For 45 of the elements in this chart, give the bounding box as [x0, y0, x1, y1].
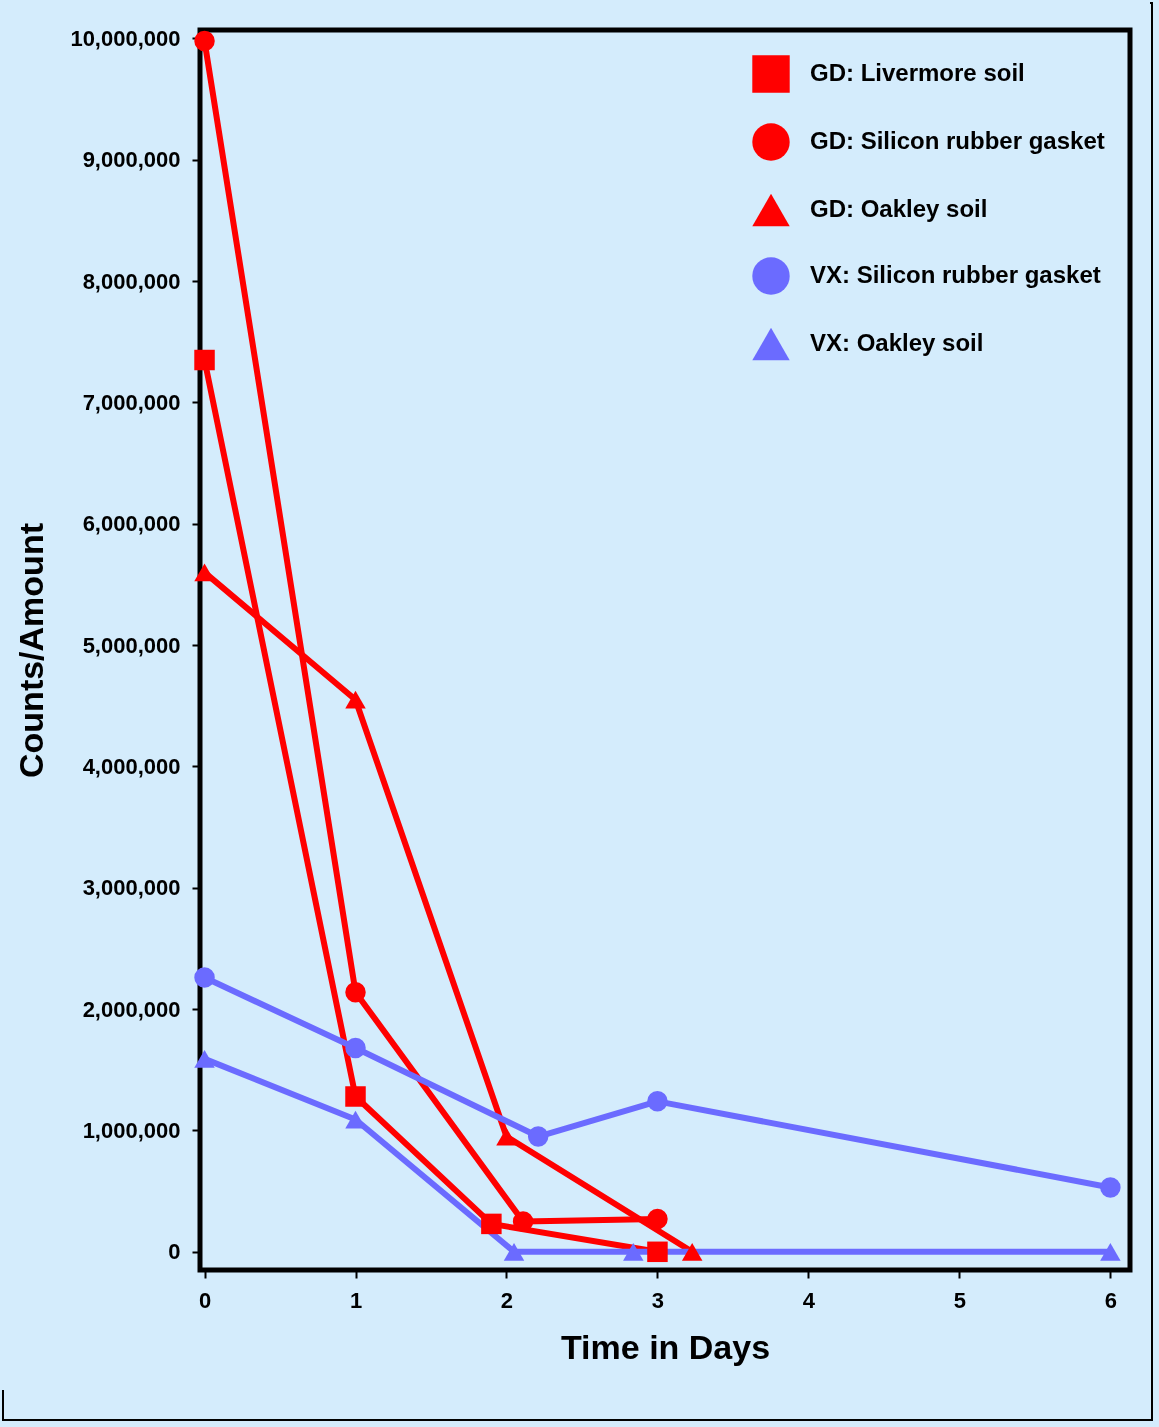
- y-tick-label: 7,000,000: [82, 389, 181, 415]
- point: [345, 981, 366, 1003]
- point: [527, 1126, 549, 1147]
- point: [1100, 1177, 1121, 1198]
- y-tick-label: 10,000,000: [70, 25, 181, 51]
- y-tick-label: 3,000,000: [82, 875, 181, 901]
- point: [194, 349, 215, 371]
- y-tick-label: 9,000,000: [82, 147, 181, 173]
- point: [623, 1242, 644, 1261]
- point: [194, 967, 215, 988]
- legend-label: GD: Oakley soil: [810, 195, 988, 222]
- point: [503, 1242, 525, 1261]
- y-tick-label: 4,000,000: [82, 753, 181, 779]
- legend-label: GD: Silicon rubber gasket: [810, 127, 1105, 154]
- point: [481, 1213, 502, 1235]
- y-axis-title: Counts/Amount: [12, 523, 51, 778]
- y-tick-label: 8,000,000: [82, 268, 181, 294]
- legend-label: VX: Silicon rubber gasket: [810, 261, 1101, 288]
- x-tick-label: 3: [651, 1287, 665, 1313]
- point: [345, 1086, 366, 1107]
- point: [194, 30, 215, 52]
- point: [647, 1208, 668, 1230]
- y-tick-label: 1,000,000: [82, 1117, 181, 1143]
- point: [512, 1211, 534, 1232]
- point: [345, 690, 366, 709]
- point: [496, 1127, 517, 1146]
- x-tick-label: 5: [953, 1287, 967, 1313]
- x-tick-label: 2: [500, 1287, 514, 1313]
- point: [681, 1242, 703, 1261]
- point: [647, 1241, 668, 1263]
- x-tick-label: 4: [802, 1287, 816, 1313]
- x-tick-label: 6: [1104, 1287, 1117, 1313]
- y-tick-label: 5,000,000: [82, 632, 181, 658]
- legend-label: GD: Livermore soil: [810, 59, 1025, 86]
- point: [647, 1091, 668, 1112]
- point: [345, 1037, 366, 1059]
- legend-label: VX: Oakley soil: [810, 329, 984, 356]
- point: [194, 1050, 215, 1068]
- y-tick-label: 2,000,000: [82, 996, 181, 1022]
- point: [1100, 1242, 1121, 1261]
- x-tick-label: 0: [198, 1287, 212, 1313]
- x-tick-label: 1: [349, 1287, 363, 1313]
- x-axis-title: Time in Days: [560, 1327, 771, 1366]
- y-tick-label: 6,000,000: [82, 511, 181, 537]
- y-tick-label: 0: [168, 1239, 181, 1265]
